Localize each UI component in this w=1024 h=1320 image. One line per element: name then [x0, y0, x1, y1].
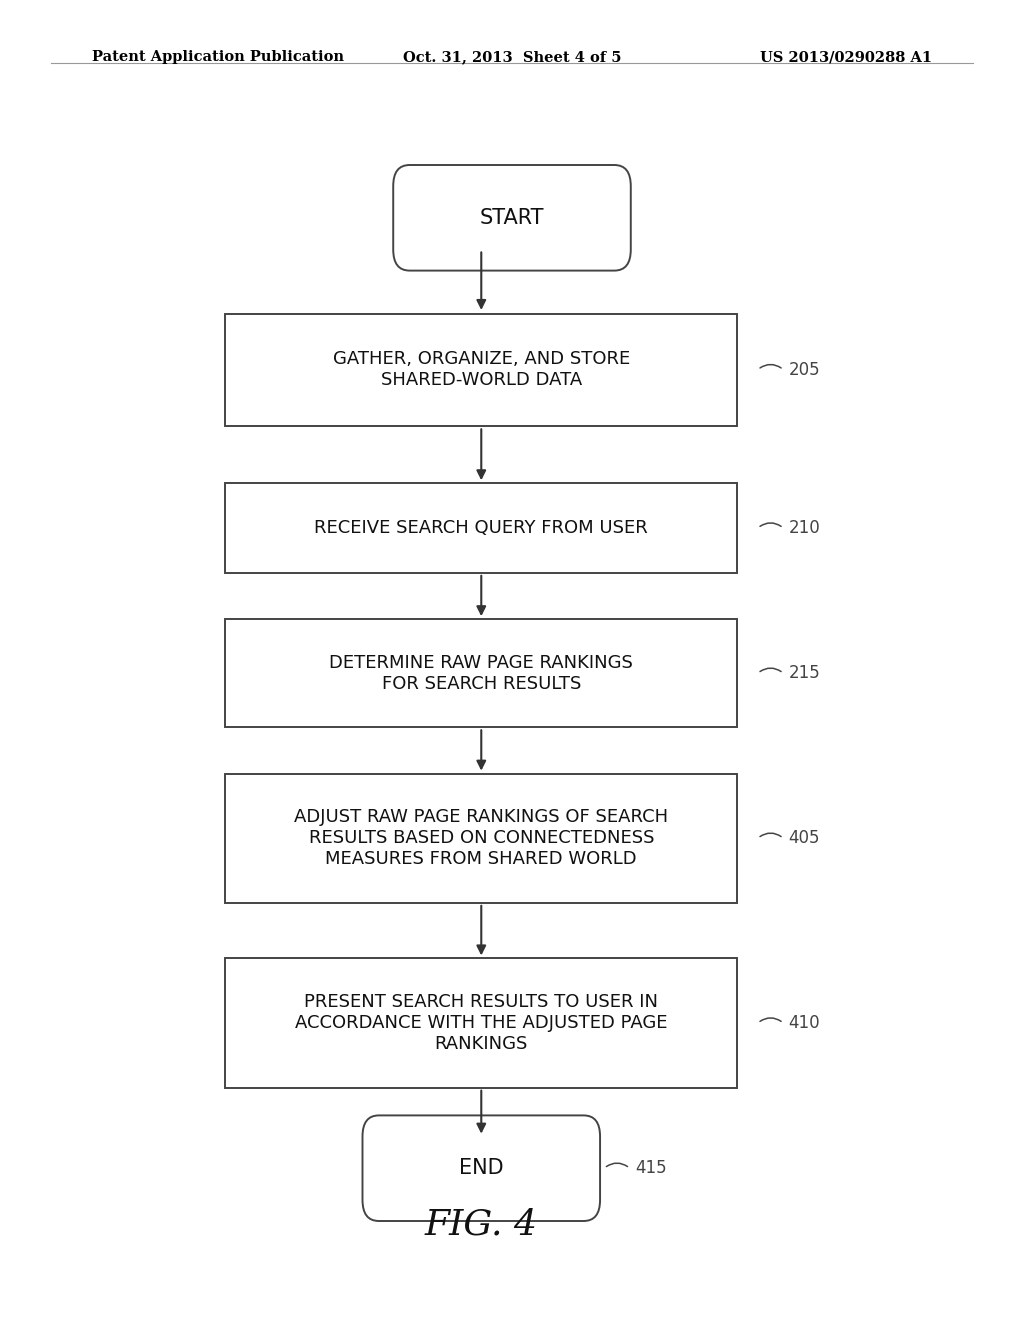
Text: 410: 410: [788, 1014, 820, 1032]
Bar: [225, 619, 737, 727]
Text: US 2013/0290288 A1: US 2013/0290288 A1: [760, 50, 932, 65]
Text: Patent Application Publication: Patent Application Publication: [92, 50, 344, 65]
Text: DETERMINE RAW PAGE RANKINGS
FOR SEARCH RESULTS: DETERMINE RAW PAGE RANKINGS FOR SEARCH R…: [330, 653, 633, 693]
Text: PRESENT SEARCH RESULTS TO USER IN
ACCORDANCE WITH THE ADJUSTED PAGE
RANKINGS: PRESENT SEARCH RESULTS TO USER IN ACCORD…: [295, 993, 668, 1053]
FancyBboxPatch shape: [393, 165, 631, 271]
Bar: [225, 774, 737, 903]
Text: END: END: [459, 1158, 504, 1179]
Text: 210: 210: [788, 519, 820, 537]
Text: RECEIVE SEARCH QUERY FROM USER: RECEIVE SEARCH QUERY FROM USER: [314, 519, 648, 537]
Text: 205: 205: [788, 360, 820, 379]
Text: 215: 215: [788, 664, 820, 682]
Text: FIG. 4: FIG. 4: [425, 1208, 538, 1242]
Text: GATHER, ORGANIZE, AND STORE
SHARED-WORLD DATA: GATHER, ORGANIZE, AND STORE SHARED-WORLD…: [333, 350, 630, 389]
Text: 405: 405: [788, 829, 820, 847]
Text: Oct. 31, 2013  Sheet 4 of 5: Oct. 31, 2013 Sheet 4 of 5: [402, 50, 622, 65]
Bar: [225, 958, 737, 1088]
Text: 415: 415: [635, 1159, 667, 1177]
FancyBboxPatch shape: [362, 1115, 600, 1221]
Bar: [225, 314, 737, 425]
Bar: [225, 483, 737, 573]
Text: START: START: [480, 207, 544, 228]
Text: ADJUST RAW PAGE RANKINGS OF SEARCH
RESULTS BASED ON CONNECTEDNESS
MEASURES FROM : ADJUST RAW PAGE RANKINGS OF SEARCH RESUL…: [294, 808, 669, 869]
